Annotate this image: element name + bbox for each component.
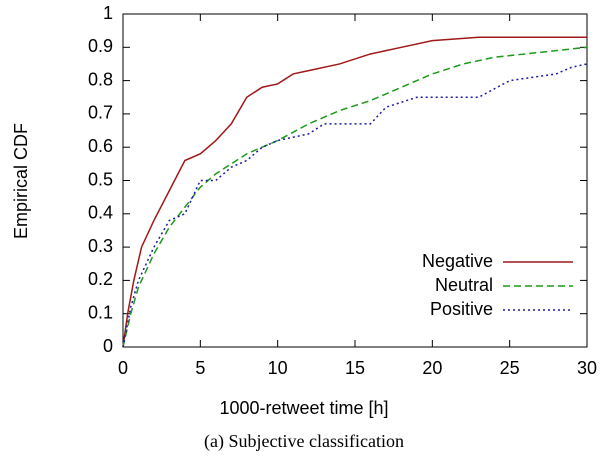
caption: (a) Subjective classification xyxy=(204,431,404,452)
plot-frame xyxy=(122,13,588,348)
y-tick-label: 0.5 xyxy=(88,169,113,189)
legend-label: Positive xyxy=(430,299,493,319)
x-tick-label: 10 xyxy=(268,358,288,378)
series-line xyxy=(122,63,588,348)
x-tick-label: 5 xyxy=(195,358,205,378)
series-line xyxy=(122,46,588,348)
x-tick-label: 20 xyxy=(422,358,442,378)
y-tick-label: 0.8 xyxy=(88,69,113,89)
y-tick-label: 0.6 xyxy=(88,136,113,156)
y-tick-label: 0.7 xyxy=(88,103,113,123)
y-tick-label: 0.4 xyxy=(88,203,113,223)
y-tick-label: 0.1 xyxy=(88,302,113,322)
x-tick-label: 25 xyxy=(500,358,520,378)
y-tick-label: 0.2 xyxy=(88,269,113,289)
y-tick-label: 0.3 xyxy=(88,236,113,256)
y-tick-label: 0 xyxy=(103,336,113,356)
x-tick-label: 15 xyxy=(345,358,365,378)
x-axis-label: 1000-retweet time [h] xyxy=(219,398,388,418)
legend-label: Neutral xyxy=(435,275,493,295)
x-tick-label: 30 xyxy=(577,358,597,378)
y-tick-label: 0.9 xyxy=(88,36,113,56)
legend-label: Negative xyxy=(422,251,493,271)
y-axis-label: Empirical CDF xyxy=(11,123,31,239)
x-tick-label: 0 xyxy=(118,358,128,378)
y-tick-label: 1 xyxy=(103,3,113,23)
series-line xyxy=(122,36,587,348)
